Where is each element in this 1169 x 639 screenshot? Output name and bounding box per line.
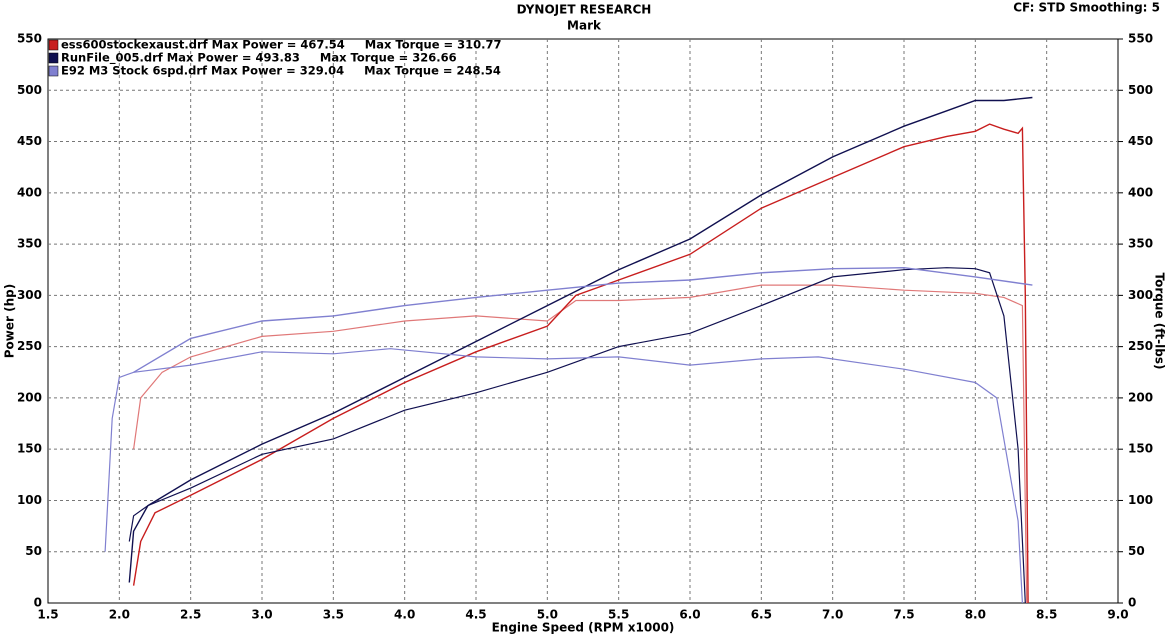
legend-entry: E92 M3 Stock 6spd.drf Max Power = 329.04… [61,64,501,78]
y-tick-label: 550 [17,32,42,46]
x-tick-label: 7.5 [893,608,914,622]
x-tick-label: 4.0 [394,608,415,622]
x-tick-label: 2.0 [109,608,130,622]
y2-tick-label: 200 [1128,390,1153,404]
y-tick-label: 350 [17,237,42,251]
y2-tick-label: 50 [1128,544,1145,558]
y-tick-label: 300 [17,288,42,302]
line [128,267,1026,604]
y-tick-label: 50 [25,544,42,558]
x-tick-label: 4.5 [465,608,486,622]
y2-tick-label: 450 [1128,134,1153,148]
y-tick-label: 450 [17,134,42,148]
y2-tick-label: 0 [1128,596,1136,610]
line [132,123,1029,604]
y-tick-label: 150 [17,442,42,456]
y2-tick-label: 150 [1128,442,1153,456]
settings-text: CF: STD Smoothing: 5 [1013,1,1160,15]
x-tick-label: 5.5 [608,608,629,622]
x-tick-label: 3.0 [251,608,272,622]
x-axis-label: Engine Speed (RPM x1000) [492,621,675,635]
y2-axis-label: Torque (ft-lbs) [1153,273,1167,370]
y2-tick-label: 550 [1128,32,1153,46]
legend-entry: RunFile_005.drf Max Power = 493.83 Max T… [61,51,457,66]
y2-tick-label: 100 [1128,493,1153,507]
line [128,96,1033,583]
legend-swatch [48,39,59,51]
x-tick-label: 5.0 [537,608,558,622]
x-tick-label: 6.0 [679,608,700,622]
y2-tick-label: 400 [1128,185,1153,199]
y-tick-label: 0 [34,596,42,610]
legend-entry: ess600stockexaust.drf Max Power = 467.54… [61,38,502,52]
y-tick-label: 100 [17,493,42,507]
y-tick-label: 200 [17,390,42,404]
y-tick-label: 500 [17,83,42,97]
x-tick-label: 2.5 [180,608,201,622]
y-axis-label: Power (hp) [3,284,17,358]
chart-subtitle: Mark [567,19,602,33]
line [133,284,1028,604]
x-tick-label: 3.5 [323,608,344,622]
legend-swatch [48,52,59,64]
y2-tick-label: 300 [1128,288,1153,302]
x-tick-label: 8.0 [965,608,986,622]
y-tick-label: 250 [17,339,42,353]
legend: ess600stockexaust.drf Max Power = 467.54… [48,38,502,78]
y2-tick-label: 500 [1128,83,1153,97]
legend-swatch [48,65,59,77]
y-tick-label: 400 [17,185,42,199]
x-tick-label: 8.5 [1036,608,1057,622]
line [133,266,1033,373]
x-tick-label: 6.5 [751,608,772,622]
chart-title: DYNOJET RESEARCH [517,3,652,17]
plot-frame [47,38,1119,604]
x-tick-label: 1.5 [37,608,58,622]
x-tick-label: 7.0 [822,608,843,622]
y2-tick-label: 350 [1128,237,1153,251]
y2-tick-label: 250 [1128,339,1153,353]
x-tick-label: 9.0 [1107,608,1128,622]
